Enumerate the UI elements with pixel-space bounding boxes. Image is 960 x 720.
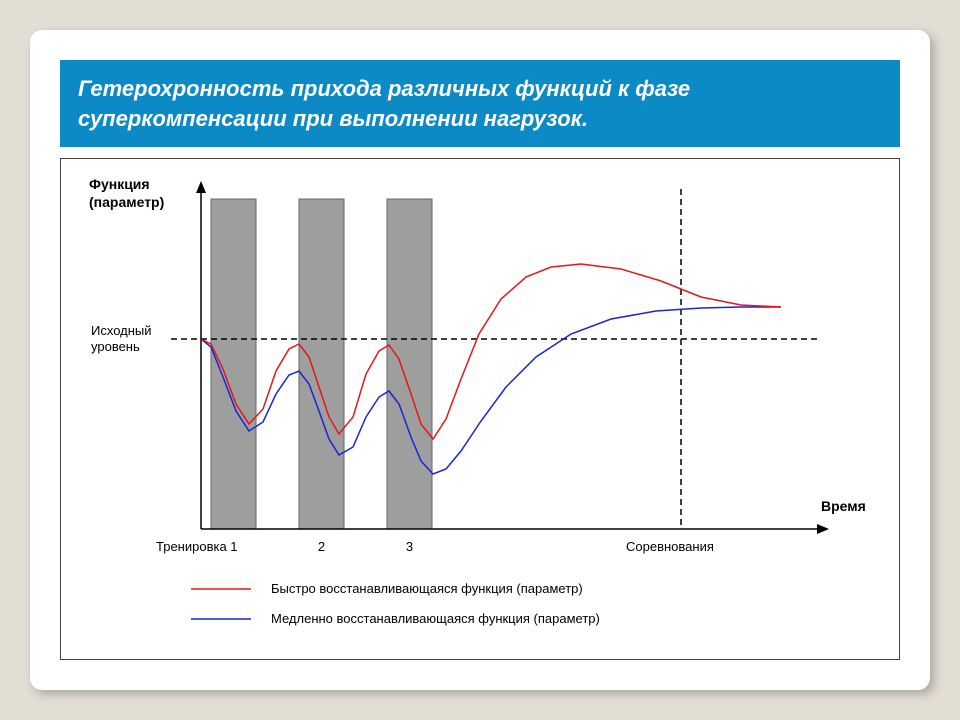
y-axis-label-2: (параметр) [89,194,164,210]
bar-label: 2 [318,539,325,554]
x-axis-label: Время [821,498,866,514]
slide-title: Гетерохронность прихода различных функци… [60,60,900,147]
training-bars [211,199,432,529]
y-axis-label-1: Функция [89,176,150,192]
training-bar [299,199,344,529]
baseline-label-1: Исходный [91,323,152,338]
competition-label: Соревнования [626,539,714,554]
legend-label-slow: Медленно восстанавливающаяся функция (па… [271,611,600,626]
training-bar [387,199,432,529]
bar-label: Тренировка 1 [156,539,238,554]
legend-label-fast: Быстро восстанавливающаяся функция (пара… [271,581,583,596]
baseline-label-2: уровень [91,339,140,354]
chart-svg: Функция (параметр) Время Исходный уровен… [61,159,899,659]
series-fast-line [201,264,781,439]
chart-container: Функция (параметр) Время Исходный уровен… [60,158,900,660]
bar-label: 3 [406,539,413,554]
x-tick-labels: Тренировка 1 2 3 Соревнования [156,539,714,554]
axes [196,181,829,534]
legend: Быстро восстанавливающаяся функция (пара… [191,581,600,626]
series-slow-line [201,307,781,474]
slide-frame: Гетерохронность прихода различных функци… [30,30,930,690]
